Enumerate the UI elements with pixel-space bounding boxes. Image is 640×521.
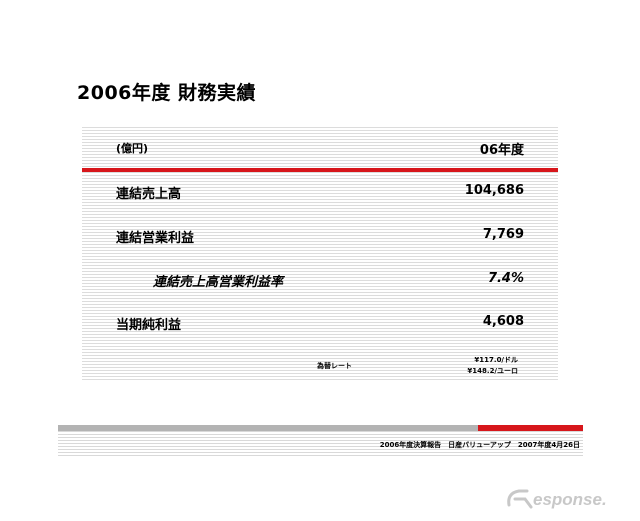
page-title: 2006年度 財務実績 — [77, 82, 256, 104]
row-value-net-income: 4,608 — [482, 314, 524, 329]
fx-rate-eur: ¥148.2/ユーロ — [467, 367, 518, 375]
unit-label: (億円) — [116, 142, 149, 155]
svg-text:esponse.: esponse. — [533, 490, 607, 509]
financial-table — [82, 127, 558, 382]
column-header: 06年度 — [479, 143, 524, 158]
row-label-operating-profit: 連結営業利益 — [116, 231, 195, 246]
header-divider — [82, 168, 558, 172]
fx-rate-label: 為替レート — [317, 362, 352, 370]
footer-red-bar — [478, 425, 583, 431]
footer-caption: 2006年度決算報告 日産バリューアップ 2007年度4月26日 — [379, 441, 580, 449]
row-value-operating-margin: 7.4% — [487, 271, 524, 286]
row-value-net-sales: 104,686 — [464, 183, 524, 198]
row-label-net-income: 当期純利益 — [116, 318, 182, 333]
footer-gray-bar — [58, 425, 478, 431]
row-value-operating-profit: 7,769 — [482, 227, 524, 242]
fx-rate-usd: ¥117.0/ドル — [474, 356, 518, 364]
row-label-operating-margin: 連結売上高営業利益率 — [153, 275, 284, 290]
row-label-net-sales: 連結売上高 — [116, 187, 182, 202]
response-watermark-logo: esponse. — [507, 489, 607, 509]
